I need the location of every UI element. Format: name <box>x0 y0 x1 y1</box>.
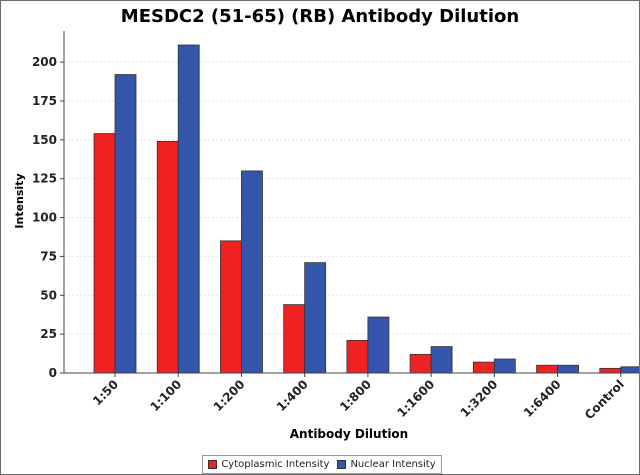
bar-cytoplasmic-8 <box>599 367 622 374</box>
x-tick-label: 1:400 <box>274 377 311 414</box>
x-tick-label: 1:3200 <box>458 377 501 420</box>
bar-cytoplasmic-7 <box>536 364 558 374</box>
x-tick-label: 1:100 <box>147 377 184 414</box>
bar-cytoplasmic-6 <box>472 361 495 374</box>
y-tick-label: 175 <box>32 94 57 108</box>
bar-nuclear-0 <box>114 74 137 374</box>
y-tick-label: 150 <box>32 133 57 147</box>
x-tick-label: 1:50 <box>90 377 121 408</box>
legend-swatch-cytoplasmic <box>208 460 218 469</box>
bar-nuclear-1 <box>177 44 200 374</box>
y-tick-label: 50 <box>40 288 57 302</box>
bar-nuclear-6 <box>493 358 516 374</box>
chart-legend: Cytoplasmic Intensity Nuclear Intensity <box>202 455 442 474</box>
x-tick-label: 1:6400 <box>521 377 564 420</box>
legend-label-cytoplasmic: Cytoplasmic Intensity <box>221 459 330 470</box>
bar-nuclear-3 <box>304 262 327 374</box>
y-tick-label: 0 <box>49 366 57 380</box>
bar-nuclear-7 <box>557 364 579 374</box>
bar-cytoplasmic-1 <box>156 140 179 374</box>
y-tick-label: 75 <box>40 249 57 263</box>
chart-title: MESDC2 (51-65) (RB) Antibody Dilution <box>121 6 519 27</box>
x-tick-label: 1:1600 <box>394 377 437 420</box>
y-tick-label: 100 <box>32 211 57 225</box>
legend-swatch-nuclear <box>337 460 347 469</box>
bar-nuclear-2 <box>241 170 263 374</box>
bar-nuclear-4 <box>367 316 390 374</box>
bar-nuclear-5 <box>430 346 453 374</box>
x-tick-label: 1:800 <box>337 377 374 414</box>
legend-item-cytoplasmic: Cytoplasmic Intensity <box>208 459 329 470</box>
y-tick-label: 200 <box>32 55 57 69</box>
bar-cytoplasmic-3 <box>283 304 306 374</box>
y-axis-label: Intensity <box>13 173 26 228</box>
bar-cytoplasmic-0 <box>93 133 116 374</box>
x-tick-label: 1:200 <box>211 377 248 414</box>
legend-label-nuclear: Nuclear Intensity <box>350 459 436 470</box>
y-tick-label: 125 <box>32 172 57 186</box>
x-axis-label: Antibody Dilution <box>290 427 408 441</box>
bar-cytoplasmic-2 <box>220 240 242 374</box>
bar-cytoplasmic-4 <box>346 339 369 374</box>
bar-cytoplasmic-5 <box>409 353 432 374</box>
y-tick-label: 25 <box>40 327 57 341</box>
legend-item-nuclear: Nuclear Intensity <box>337 459 436 470</box>
bar-nuclear-8 <box>620 366 639 374</box>
x-tick-label: Control <box>582 377 627 422</box>
